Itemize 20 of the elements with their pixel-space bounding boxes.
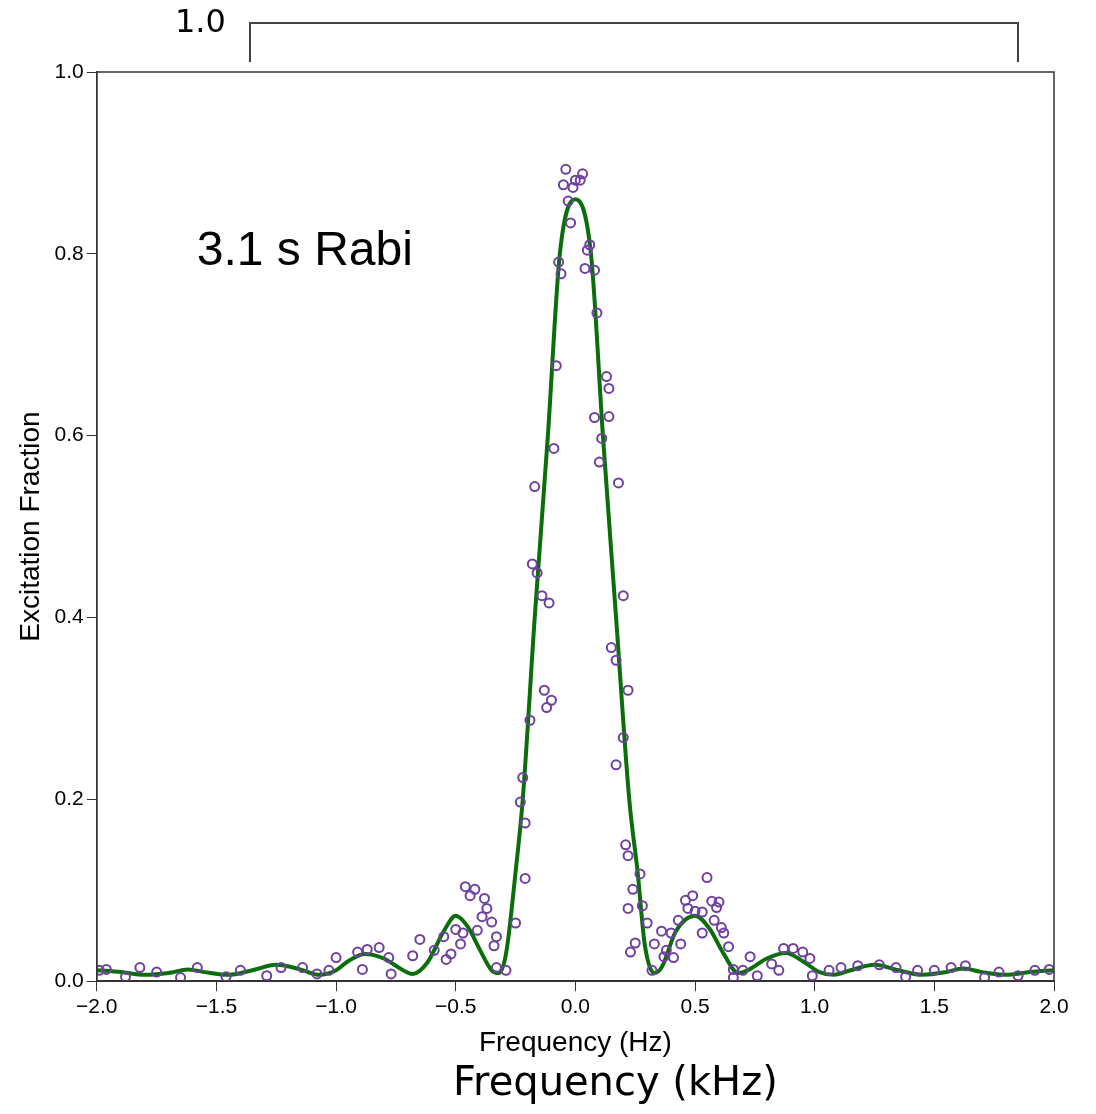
x-tick-label: 0.5 bbox=[680, 993, 710, 1017]
x-tick-label: −1.0 bbox=[315, 993, 357, 1017]
x-tick-label: 1.5 bbox=[919, 993, 949, 1017]
y-tick-label: 0.8 bbox=[54, 240, 84, 264]
x-tick-label: 0.0 bbox=[560, 993, 590, 1017]
y-tick-label: 0.4 bbox=[54, 604, 85, 628]
x-tick-label: −0.5 bbox=[435, 993, 477, 1017]
x-tick-label: −1.5 bbox=[195, 993, 238, 1017]
y-tick-label: 0.0 bbox=[54, 968, 84, 991]
x-tick-label: 2.0 bbox=[1039, 993, 1069, 1017]
x-axis-title: Frequency (Hz) bbox=[478, 1025, 672, 1057]
annotation: 3.1 s Rabi bbox=[196, 222, 413, 276]
text: Frequency (kHz) bbox=[452, 1058, 778, 1105]
y-tick-label: 0.2 bbox=[54, 786, 84, 810]
y-tick-label: 0.6 bbox=[54, 422, 84, 446]
x-tick-label: 1.0 bbox=[800, 993, 830, 1017]
x-tick-label: −2.0 bbox=[76, 993, 118, 1017]
y-tick-label: 1.0 bbox=[54, 58, 84, 82]
text: 1.0 bbox=[175, 2, 226, 41]
y-axis-title: Excitation Fraction bbox=[13, 411, 45, 642]
